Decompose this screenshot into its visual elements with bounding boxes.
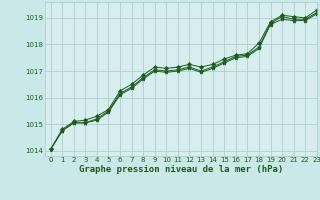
X-axis label: Graphe pression niveau de la mer (hPa): Graphe pression niveau de la mer (hPa)	[79, 165, 283, 174]
